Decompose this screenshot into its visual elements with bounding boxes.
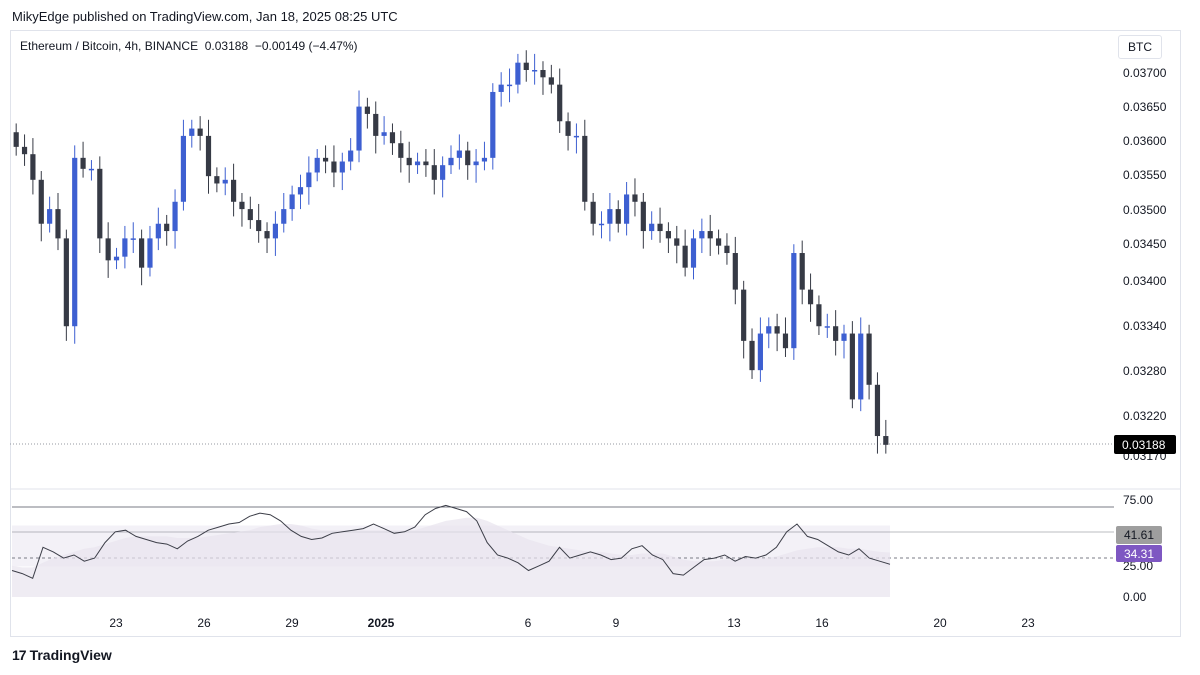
symbol-name: Ethereum / Bitcoin, 4h, BINANCE xyxy=(20,39,199,53)
tradingview-brand[interactable]: 17 TradingView xyxy=(12,647,112,663)
last-price: 0.03188 xyxy=(204,39,249,53)
chart-frame xyxy=(10,30,1181,637)
currency-button[interactable]: BTC xyxy=(1118,35,1162,59)
brand-name: TradingView xyxy=(29,647,112,663)
publisher-caption: MikyEdge published on TradingView.com, J… xyxy=(12,9,398,24)
tradingview-logo-icon: 17 xyxy=(12,647,27,663)
price-change: −0.00149 (−4.47%) xyxy=(254,39,358,53)
symbol-legend: Ethereum / Bitcoin, 4h, BINANCE 0.03188 … xyxy=(20,39,358,53)
